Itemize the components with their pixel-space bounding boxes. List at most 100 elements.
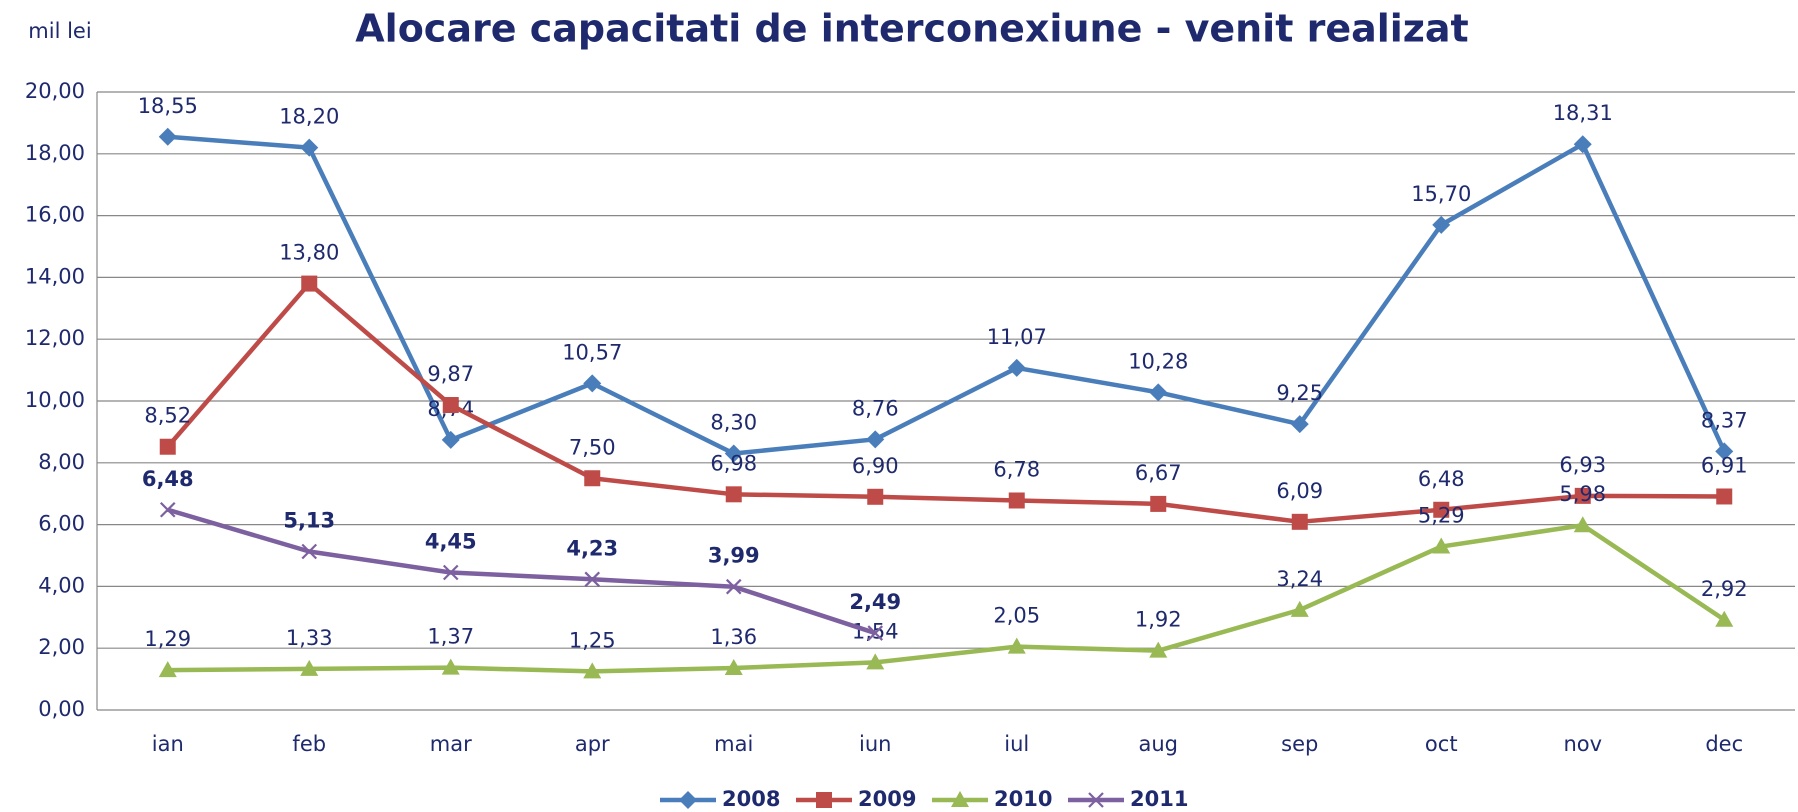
data-point — [300, 659, 319, 676]
data-label: 9,25 — [1276, 381, 1323, 405]
x-tick-label: mai — [714, 732, 753, 756]
data-point — [442, 397, 459, 414]
legend-label: 2008 — [722, 787, 780, 811]
data-point — [724, 444, 743, 463]
data-point — [159, 438, 176, 455]
legend-marker — [816, 792, 832, 808]
data-point — [441, 430, 460, 449]
series-line — [167, 134, 1727, 456]
data-point — [1291, 513, 1308, 530]
data-point — [1716, 488, 1733, 505]
x-tick-label: oct — [1425, 732, 1458, 756]
y-tick-label: 8,00 — [38, 450, 85, 474]
series-line — [166, 281, 1725, 525]
data-label: 2,92 — [1701, 577, 1748, 601]
data-point — [300, 138, 319, 157]
data-point — [158, 127, 177, 146]
data-label: 6,48 — [1418, 467, 1465, 491]
data-point — [867, 488, 884, 505]
data-label: 1,37 — [427, 625, 474, 649]
legend-label: 2009 — [858, 787, 916, 811]
data-label: 5,29 — [1418, 504, 1465, 528]
data-label: 3,99 — [708, 544, 760, 568]
y-tick-label: 20,00 — [25, 79, 85, 103]
data-point — [725, 486, 742, 503]
data-point — [583, 662, 602, 679]
data-point — [1007, 637, 1026, 654]
data-label: 1,92 — [1135, 608, 1182, 632]
chart-title: Alocare capacitati de interconexiune - v… — [355, 7, 1468, 51]
data-label: 6,93 — [1559, 453, 1606, 477]
legend-marker — [951, 791, 969, 807]
y-axis-label: mil lei — [28, 19, 91, 43]
data-label: 1,25 — [569, 628, 616, 652]
data-label: 3,24 — [1276, 567, 1323, 591]
data-label: 8,76 — [852, 396, 899, 420]
x-tick-label: nov — [1563, 732, 1602, 756]
data-point — [1432, 215, 1451, 234]
legend-label: 2011 — [1130, 787, 1188, 811]
data-point — [1573, 516, 1592, 533]
data-point — [441, 658, 460, 675]
data-point — [1433, 501, 1450, 518]
data-point — [1290, 415, 1309, 434]
data-point — [1715, 442, 1734, 461]
y-tick-label: 0,00 — [38, 697, 85, 721]
data-point — [724, 658, 743, 675]
data-point — [1432, 537, 1451, 554]
data-label: 10,57 — [562, 340, 622, 364]
data-label: 6,90 — [852, 454, 899, 478]
data-label: 4,45 — [425, 529, 477, 553]
data-label: 10,28 — [1128, 349, 1188, 373]
data-label: 1,29 — [144, 627, 191, 651]
data-point — [1574, 487, 1591, 504]
data-point — [158, 661, 177, 678]
data-point — [1149, 641, 1168, 658]
data-label: 1,33 — [286, 626, 333, 650]
data-point — [1008, 492, 1025, 509]
series-line — [167, 507, 876, 636]
legend-label: 2010 — [994, 787, 1052, 811]
data-label: 5,13 — [283, 508, 335, 532]
data-label: 6,67 — [1135, 461, 1182, 485]
data-label: 9,87 — [427, 362, 474, 386]
y-tick-label: 14,00 — [25, 264, 85, 288]
data-point — [584, 571, 601, 588]
data-label: 8,30 — [710, 411, 757, 435]
data-label: 8,37 — [1701, 408, 1748, 432]
data-point — [1573, 135, 1592, 154]
data-label: 13,80 — [279, 241, 339, 265]
data-label: 15,70 — [1411, 182, 1471, 206]
data-label: 6,09 — [1276, 479, 1323, 503]
data-point — [1715, 610, 1734, 627]
legend-marker — [679, 791, 697, 809]
data-label: 11,07 — [987, 325, 1047, 349]
data-point — [301, 275, 318, 292]
y-tick-label: 12,00 — [25, 326, 85, 350]
data-label: 18,31 — [1553, 101, 1613, 125]
x-tick-label: mar — [430, 732, 472, 756]
data-point — [866, 653, 885, 670]
data-point — [301, 543, 318, 560]
x-tick-label: ian — [152, 732, 184, 756]
data-point — [442, 564, 459, 581]
data-label: 6,91 — [1701, 453, 1748, 477]
series-line — [167, 522, 1726, 674]
data-point — [1290, 600, 1309, 617]
legend-marker — [1088, 792, 1104, 808]
data-point — [1149, 383, 1168, 402]
data-label: 4,23 — [566, 536, 618, 560]
data-point — [1007, 358, 1026, 377]
x-tick-label: apr — [575, 732, 610, 756]
data-point — [583, 374, 602, 393]
data-label: 6,48 — [142, 467, 194, 491]
data-label: 6,78 — [993, 457, 1040, 481]
data-label: 2,05 — [993, 604, 1040, 628]
x-tick-label: dec — [1705, 732, 1743, 756]
x-tick-label: sep — [1281, 732, 1318, 756]
data-point — [159, 501, 176, 518]
data-label: 18,55 — [138, 94, 198, 118]
data-point — [725, 578, 742, 595]
y-tick-label: 6,00 — [38, 512, 85, 536]
